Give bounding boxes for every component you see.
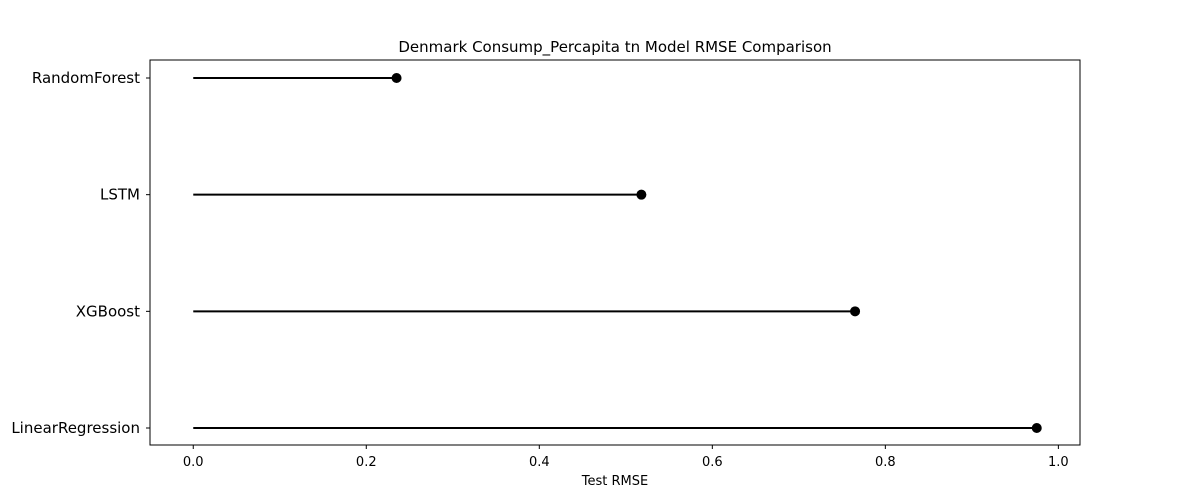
x-axis: 0.0 0.2 0.4 0.6 0.8 1.0 <box>183 445 1069 470</box>
y-tick-label: LinearRegression <box>11 419 140 437</box>
y-tick-label: RandomForest <box>32 69 140 87</box>
y-axis: RandomForest LSTM XGBoost LinearRegression <box>11 69 150 437</box>
plot-marks <box>193 73 1042 433</box>
x-tick-label: 0.0 <box>183 455 204 470</box>
x-tick-label: 1.0 <box>1048 455 1069 470</box>
x-tick-label: 0.4 <box>529 455 550 470</box>
x-tick-label: 0.2 <box>356 455 377 470</box>
lollipop-marker <box>850 306 861 317</box>
x-tick-label: 0.6 <box>702 455 723 470</box>
x-tick-label: 0.8 <box>875 455 896 470</box>
chart-title: Denmark Consump_Percapita tn Model RMSE … <box>398 38 831 57</box>
y-tick-label: LSTM <box>100 186 140 204</box>
y-tick-label: XGBoost <box>76 302 140 320</box>
x-axis-label: Test RMSE <box>581 474 648 489</box>
plot-frame <box>149 59 1081 446</box>
lollipop-marker <box>636 189 647 200</box>
lollipop-marker <box>1031 423 1042 433</box>
lollipop-marker <box>391 73 402 83</box>
